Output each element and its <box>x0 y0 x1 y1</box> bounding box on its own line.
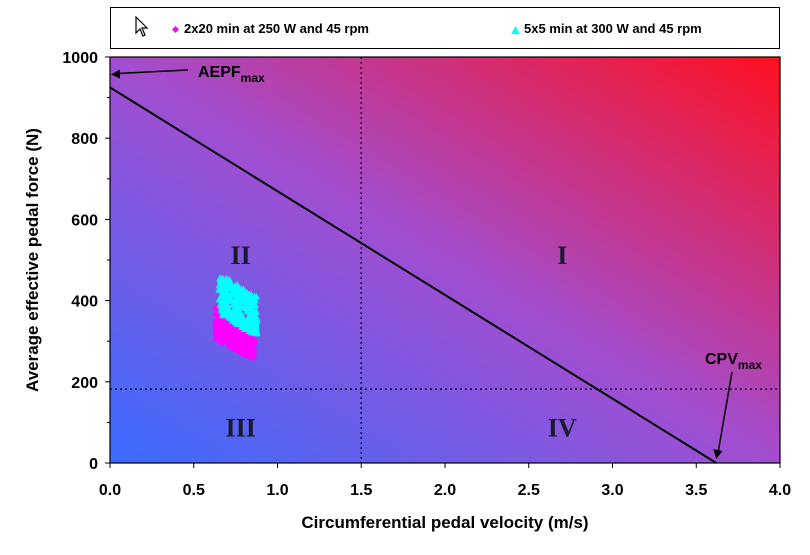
data-point <box>233 289 241 296</box>
region-label-iii: III <box>225 414 255 443</box>
legend-label-5x5: 5x5 min at 300 W and 45 rpm <box>524 21 702 36</box>
data-point <box>242 288 250 296</box>
data-point <box>251 319 259 326</box>
y-tick-label: 600 <box>71 212 98 229</box>
data-point <box>224 332 232 340</box>
data-point <box>241 325 249 332</box>
data-point <box>221 288 229 296</box>
data-point <box>247 333 255 341</box>
data-point <box>245 290 253 298</box>
legend-entry-2x20: 2x20 min at 250 W and 45 rpm <box>171 21 369 36</box>
data-point <box>227 314 235 321</box>
data-point <box>250 346 258 355</box>
data-point <box>225 308 233 316</box>
y-tick-label: 0 <box>89 456 98 473</box>
data-point <box>230 345 238 353</box>
data-point <box>216 295 224 303</box>
y-tick-label: 1000 <box>62 50 98 67</box>
data-point <box>215 281 223 289</box>
mouse-cursor-icon <box>135 16 149 37</box>
y-axis-title: Average effective pedal force (N) <box>23 128 42 392</box>
data-point <box>244 301 252 308</box>
data-point <box>234 300 242 308</box>
cpv-arrowhead <box>713 449 723 459</box>
y-tick-label: 400 <box>71 294 98 311</box>
legend-label-2x20: 2x20 min at 250 W and 45 rpm <box>184 21 369 36</box>
x-axis-title: Circumferential pedal velocity (m/s) <box>301 513 588 532</box>
data-point <box>242 345 250 353</box>
data-point <box>215 285 223 293</box>
data-point <box>238 320 246 328</box>
plot-area <box>110 57 780 463</box>
data-point <box>251 301 259 308</box>
data-point <box>235 311 243 318</box>
data-point <box>212 335 220 343</box>
x-tick-label: 0.0 <box>99 482 121 499</box>
data-point <box>233 291 241 299</box>
x-tick-label: 0.5 <box>183 482 205 499</box>
data-point <box>234 338 242 346</box>
y-tick-label: 200 <box>71 375 98 392</box>
data-point <box>250 292 258 300</box>
aepf-arrowhead <box>111 69 120 79</box>
cpv-arrow <box>717 371 733 452</box>
x-tick-label: 1.0 <box>266 482 288 499</box>
force-velocity-line <box>109 86 717 464</box>
data-point <box>242 295 250 302</box>
data-point <box>235 329 243 337</box>
region-label-ii: II <box>231 241 251 270</box>
data-point <box>213 317 221 326</box>
data-point <box>212 310 220 318</box>
data-point <box>246 306 254 313</box>
triangle-marker-icon <box>511 25 520 34</box>
y-tick-label: 800 <box>71 131 98 148</box>
data-point <box>233 305 241 313</box>
data-point <box>229 327 237 335</box>
data-point <box>220 305 228 312</box>
legend-entry-5x5: 5x5 min at 300 W and 45 rpm <box>511 21 702 36</box>
aepf-max-label: AEPFmax <box>198 64 265 85</box>
legend: 2x20 min at 250 W and 45 rpm 5x5 min at … <box>110 7 780 49</box>
data-point <box>222 311 230 319</box>
x-tick-label: 3.5 <box>685 482 707 499</box>
data-point <box>216 275 224 282</box>
data-point <box>217 327 225 336</box>
data-point <box>240 350 248 358</box>
data-point <box>220 291 228 299</box>
data-point <box>249 312 257 319</box>
region-label-iv: IV <box>548 414 577 443</box>
data-point <box>234 316 242 324</box>
x-tick-label: 4.0 <box>769 482 791 499</box>
data-point <box>249 325 257 332</box>
data-point <box>252 322 260 330</box>
data-point <box>252 307 260 315</box>
data-point <box>223 276 231 283</box>
data-point <box>250 353 258 361</box>
data-point <box>229 284 237 291</box>
x-tick-label: 2.0 <box>434 482 456 499</box>
cpv-max-label: CPVmax <box>705 351 762 372</box>
data-point <box>234 284 242 292</box>
aepf-arrow <box>117 69 189 75</box>
data-point <box>253 314 261 321</box>
x-tick-label: 1.5 <box>350 482 372 499</box>
x-tick-label: 2.5 <box>518 482 540 499</box>
region-label-i: I <box>557 241 567 270</box>
data-point <box>227 341 235 349</box>
data-point <box>212 303 220 312</box>
x-tick-label: 3.0 <box>601 482 623 499</box>
